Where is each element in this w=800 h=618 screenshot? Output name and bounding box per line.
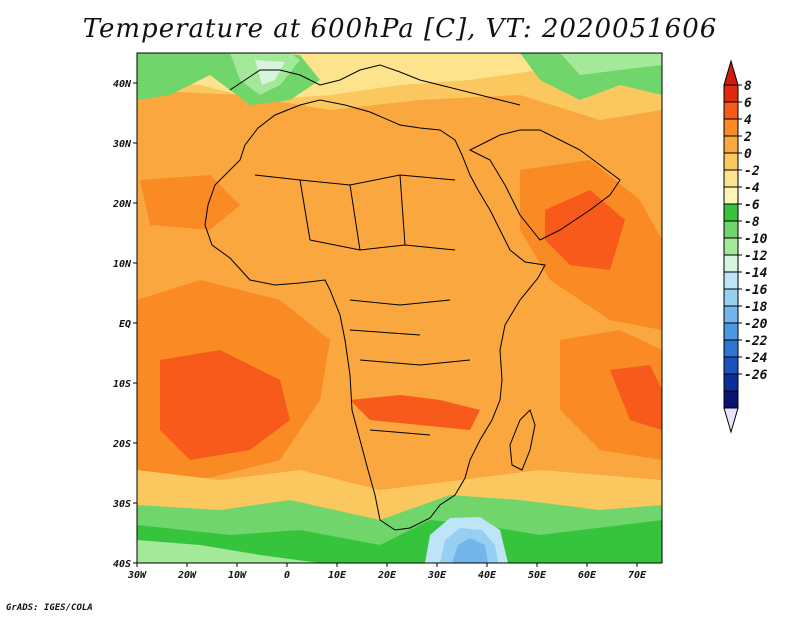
colorbar-box (723, 254, 739, 273)
colorbar-box (723, 220, 739, 239)
colorbar-box (723, 373, 739, 392)
plot-frame (136, 52, 663, 564)
colorbar-label: -18 (744, 300, 768, 315)
colorbar-label: -2 (744, 164, 760, 179)
colorbar-box (723, 118, 739, 137)
y-tick-label: EQ (119, 319, 131, 330)
x-tick-label: 50E (528, 570, 547, 581)
colorbar-label: 8 (744, 79, 752, 94)
x-tick-label: 40E (478, 570, 497, 581)
map-title: Temperature at 600hPa [C], VT: 202005160… (82, 14, 718, 44)
colorbar-label: -22 (744, 334, 768, 349)
field-iberia-coldest (255, 60, 285, 85)
field-arabian-sea-hot (545, 190, 625, 270)
field-atlantic-hot (160, 350, 290, 460)
colorbar-box (723, 305, 739, 324)
field-southern-green-dark (137, 520, 662, 563)
colorbar-box (723, 288, 739, 307)
x-axis: 30W 20W 10W 0 10E 20E 30E 40E 50E 60E 70E (127, 563, 647, 581)
y-axis: 40N 30N 20N 10N EQ 10S 20S 30S 40S (112, 79, 137, 570)
colorbar-box (723, 135, 739, 154)
x-tick-label: 20W (177, 570, 197, 581)
y-tick-label: 10S (113, 379, 131, 390)
colorbar-legend: 8 6 4 2 0 -2 -4 -6 -8 -10 -12 -14 -16 -18 -20 -22 -24 -26 (723, 59, 768, 434)
europe-coastline (229, 64, 521, 106)
x-tick-label: 0 (284, 570, 290, 581)
x-tick-label: 20E (377, 570, 397, 581)
x-tick-label: 70E (628, 570, 647, 581)
colorbar-box (723, 339, 739, 358)
colorbar-label: -4 (744, 181, 760, 196)
colorbar-label: -6 (744, 198, 760, 213)
y-tick-label: 10N (113, 259, 132, 270)
colorbar-label: -14 (744, 266, 768, 281)
y-tick-label: 40S (113, 559, 131, 570)
african-borders (254, 174, 471, 436)
x-tick-label: 10E (328, 570, 347, 581)
colorbar-label: -12 (744, 249, 768, 264)
field-middle-east-colder (560, 53, 662, 75)
colorbar-label: -8 (744, 215, 760, 230)
colorbar-box (723, 322, 739, 341)
arabia-coastline (468, 129, 621, 241)
y-tick-label: 20S (112, 439, 131, 450)
field-east-africa-hot (350, 395, 480, 430)
colorbar-box (723, 169, 739, 188)
colorbar-top-triangle (723, 59, 739, 86)
colorbar-box (723, 152, 739, 171)
field-southern-coldest-core (452, 538, 488, 563)
colorbar-label: -26 (744, 368, 768, 383)
colorbar-box (723, 390, 739, 409)
colorbar-box (723, 271, 739, 290)
colorbar-label: -20 (744, 317, 768, 332)
colorbar-box (723, 101, 739, 120)
field-southern-pale (137, 540, 320, 563)
field-west-africa-warm (140, 175, 240, 230)
colorbar-label: 6 (744, 96, 752, 111)
colorbar-label: -24 (744, 351, 768, 366)
y-tick-label: 30N (112, 139, 132, 150)
colorbar-label: -10 (744, 232, 768, 247)
colorbar-box (723, 84, 739, 103)
colorbar-bottom-triangle (723, 407, 739, 434)
colorbar-box (723, 356, 739, 375)
x-tick-label: 30W (127, 570, 147, 581)
y-tick-label: 40N (113, 79, 132, 90)
colorbar-label: -16 (744, 283, 768, 298)
coastlines (204, 64, 621, 531)
y-tick-label: 20N (112, 199, 132, 210)
temperature-field (137, 53, 662, 563)
colorbar-box (723, 237, 739, 256)
madagascar-coastline (509, 409, 536, 471)
field-indian-ocean-hot (610, 365, 662, 430)
x-tick-label: 10W (228, 570, 247, 581)
colorbar-label: 2 (743, 130, 752, 145)
colorbar-label: 0 (744, 147, 752, 162)
colorbar-box (723, 186, 739, 205)
colorbar-box (723, 203, 739, 222)
x-tick-label: 60E (578, 570, 597, 581)
credit-label: GrADS: IGES/COLA (6, 603, 93, 613)
colorbar-label: 4 (744, 113, 752, 128)
y-tick-label: 30S (112, 499, 131, 510)
x-tick-label: 30E (427, 570, 447, 581)
africa-coastline (204, 99, 546, 531)
field-indian-ocean-warm (560, 330, 662, 460)
